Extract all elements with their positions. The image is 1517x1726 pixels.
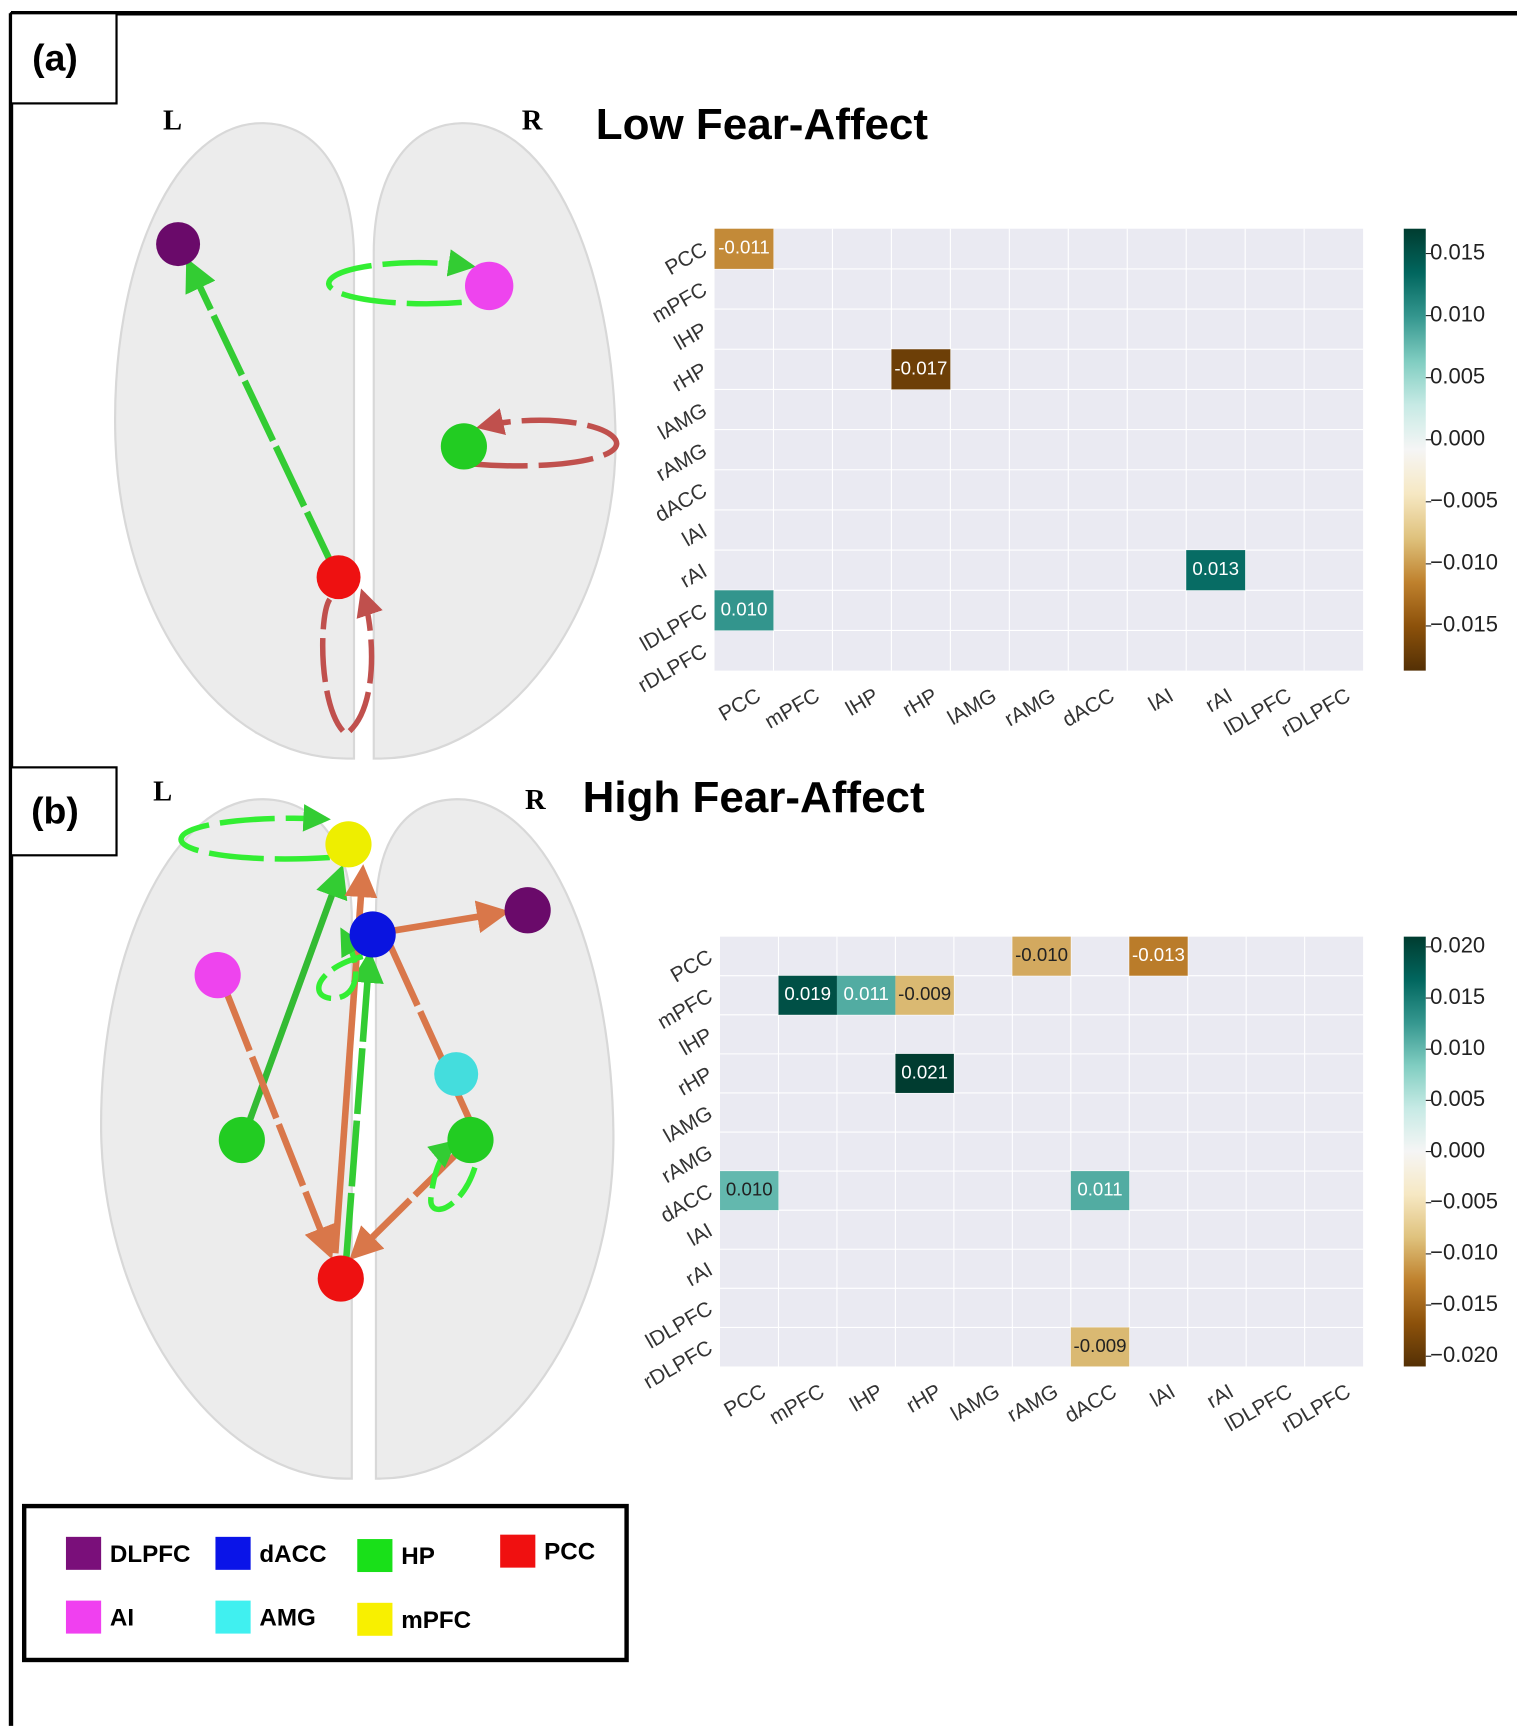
x-tick-label: dACC [1059, 684, 1119, 732]
x-tick-label: lAMG [944, 684, 1001, 730]
y-tick-label: lAI [684, 1219, 717, 1251]
cell-label: 0.021 [901, 1061, 948, 1082]
side-label: L [163, 106, 182, 137]
colorbar-tick-label: 0.005 [1430, 363, 1485, 388]
y-tick-label: rHP [668, 359, 711, 397]
legend-label: DLPFC [110, 1541, 191, 1568]
x-tick-label: rHP [899, 684, 942, 722]
legend-label: AI [110, 1605, 134, 1632]
x-tick-label: mPFC [766, 1380, 829, 1429]
cell-label: -0.017 [894, 357, 947, 378]
colorbar-tick-label: 0.015 [1430, 239, 1485, 264]
legend-label: HP [401, 1543, 435, 1570]
colorbar-tick-label: −0.005 [1430, 488, 1498, 513]
legend-box [24, 1506, 626, 1660]
colorbar-tick-label: −0.010 [1430, 550, 1498, 575]
y-tick-label: rHP [674, 1063, 717, 1101]
panel-label: (a) [32, 36, 78, 78]
y-tick-label: lHP [676, 1024, 717, 1061]
legend-swatch [357, 1603, 392, 1636]
brain [115, 123, 617, 758]
cell-label: 0.013 [1192, 558, 1239, 579]
colorbar [1404, 937, 1426, 1367]
x-tick-label: rAI [1203, 1380, 1238, 1413]
legend-swatch [66, 1601, 101, 1634]
y-tick-label: lAMG [660, 1102, 717, 1148]
colorbar-tick-label: 0.005 [1430, 1086, 1485, 1111]
legend-swatch [215, 1601, 250, 1634]
legend-label: AMG [259, 1605, 315, 1632]
legend-label: dACC [259, 1541, 326, 1568]
y-tick-label: dACC [657, 1180, 717, 1228]
cell-label: 0.019 [784, 983, 831, 1004]
y-tick-label: rAI [682, 1258, 717, 1291]
cell-label: 0.010 [726, 1179, 773, 1200]
y-tick-label: rAMG [652, 439, 711, 486]
colorbar-tick-label: −0.020 [1430, 1342, 1498, 1367]
y-tick-label: mPFC [654, 984, 717, 1033]
colorbar-tick-label: −0.005 [1430, 1189, 1498, 1214]
cell-label: -0.009 [898, 983, 951, 1004]
cell-label: 0.011 [1077, 1179, 1122, 1200]
cell-label: -0.013 [1132, 944, 1185, 965]
x-tick-label: rHP [903, 1380, 946, 1418]
x-tick-label: lHP [842, 684, 883, 721]
colorbar-tick-label: −0.015 [1430, 612, 1498, 637]
panel-label: (b) [31, 789, 79, 831]
side-label: R [525, 785, 546, 816]
plot-background [715, 229, 1364, 671]
cell-label: -0.009 [1074, 1335, 1127, 1356]
y-tick-label: mPFC [648, 278, 711, 327]
colorbar-tick-label: −0.010 [1430, 1240, 1498, 1265]
legend-swatch [66, 1537, 101, 1570]
x-tick-label: lAMG [947, 1380, 1004, 1426]
colorbar-tick-label: 0.000 [1430, 426, 1485, 451]
y-tick-label: PCC [667, 945, 717, 987]
x-tick-label: rAI [1202, 684, 1237, 717]
colorbar-tick-label: 0.010 [1430, 1035, 1485, 1060]
x-tick-label: rDLPFC [1277, 684, 1354, 742]
colorbar-tick-label: −0.015 [1430, 1291, 1498, 1316]
legend-swatch [215, 1537, 250, 1570]
colorbar-tick-label: 0.010 [1430, 301, 1485, 326]
chart-title: High Fear-Affect [583, 773, 925, 822]
y-tick-label: rAMG [658, 1141, 717, 1188]
x-tick-label: lAI [1145, 684, 1178, 716]
colorbar [1404, 229, 1426, 671]
y-tick-label: lAI [678, 519, 711, 551]
y-tick-label: PCC [661, 238, 711, 280]
legend-label: PCC [544, 1539, 595, 1566]
x-tick-label: rAMG [1001, 684, 1060, 731]
legend-swatch [357, 1539, 392, 1572]
x-tick-label: lAI [1147, 1380, 1180, 1412]
brain [101, 799, 613, 1478]
colorbar-tick-label: 0.015 [1430, 984, 1485, 1009]
x-tick-label: mPFC [761, 684, 824, 733]
figure: (a) L R Low Fear-Affect (b) L R High Fea… [0, 0, 1517, 1726]
side-label: L [153, 776, 172, 807]
colorbar-tick-label: 0.020 [1430, 933, 1485, 958]
y-tick-label: lAMG [654, 399, 711, 445]
y-tick-label: rAI [676, 559, 711, 592]
legend-swatch [500, 1535, 535, 1568]
cell-label: 0.011 [844, 983, 889, 1004]
legend-label: mPFC [401, 1607, 471, 1634]
y-tick-label: dACC [651, 479, 711, 527]
y-tick-label: lHP [670, 318, 711, 355]
chart-title: Low Fear-Affect [596, 100, 929, 149]
x-tick-label: rAMG [1003, 1380, 1062, 1427]
x-tick-label: PCC [720, 1380, 770, 1422]
x-tick-label: PCC [715, 684, 765, 726]
x-tick-label: lHP [846, 1380, 887, 1417]
cell-label: -0.011 [718, 237, 770, 258]
cell-label: -0.010 [1015, 944, 1068, 965]
x-tick-label: dACC [1061, 1380, 1121, 1428]
side-label: R [522, 106, 543, 137]
colorbar-tick-label: 0.000 [1430, 1137, 1485, 1162]
cell-label: 0.010 [721, 598, 768, 619]
